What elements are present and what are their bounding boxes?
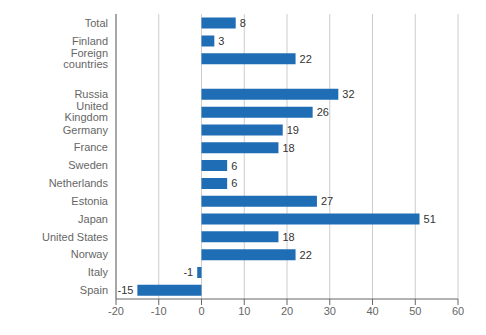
svg-text:50: 50 — [409, 305, 421, 317]
svg-text:22: 22 — [300, 53, 312, 65]
svg-text:Norway: Norway — [71, 248, 109, 260]
svg-text:Total: Total — [85, 17, 108, 29]
svg-text:18: 18 — [282, 142, 294, 154]
svg-text:3: 3 — [218, 35, 224, 47]
svg-text:60: 60 — [452, 305, 464, 317]
svg-text:Sweden: Sweden — [68, 159, 108, 171]
svg-text:Japan: Japan — [78, 213, 108, 225]
svg-text:-10: -10 — [151, 305, 167, 317]
svg-text:32: 32 — [342, 88, 354, 100]
svg-text:51: 51 — [424, 213, 436, 225]
svg-text:6: 6 — [231, 160, 237, 172]
svg-text:6: 6 — [231, 177, 237, 189]
svg-text:Spain: Spain — [80, 284, 108, 296]
svg-text:27: 27 — [321, 195, 333, 207]
svg-text:Finland: Finland — [72, 35, 108, 47]
svg-text:Netherlands: Netherlands — [49, 177, 109, 189]
svg-text:19: 19 — [287, 124, 299, 136]
svg-text:-15: -15 — [117, 284, 133, 296]
svg-text:France: France — [74, 141, 108, 153]
svg-text:Germany: Germany — [63, 124, 109, 136]
svg-text:Foreigncountries: Foreigncountries — [63, 47, 108, 70]
svg-text:26: 26 — [317, 106, 329, 118]
svg-text:18: 18 — [282, 231, 294, 243]
svg-text:Estonia: Estonia — [71, 195, 109, 207]
svg-text:40: 40 — [366, 305, 378, 317]
svg-text:UnitedKingdom: UnitedKingdom — [65, 100, 108, 123]
svg-text:10: 10 — [238, 305, 250, 317]
svg-text:Italy: Italy — [88, 266, 109, 278]
svg-text:United States: United States — [42, 231, 109, 243]
svg-text:-1: -1 — [183, 266, 193, 278]
svg-text:22: 22 — [300, 249, 312, 261]
svg-text:0: 0 — [198, 305, 204, 317]
svg-text:-20: -20 — [108, 305, 124, 317]
svg-text:8: 8 — [240, 17, 246, 29]
svg-text:20: 20 — [281, 305, 293, 317]
svg-text:30: 30 — [324, 305, 336, 317]
svg-text:Russia: Russia — [74, 88, 109, 100]
